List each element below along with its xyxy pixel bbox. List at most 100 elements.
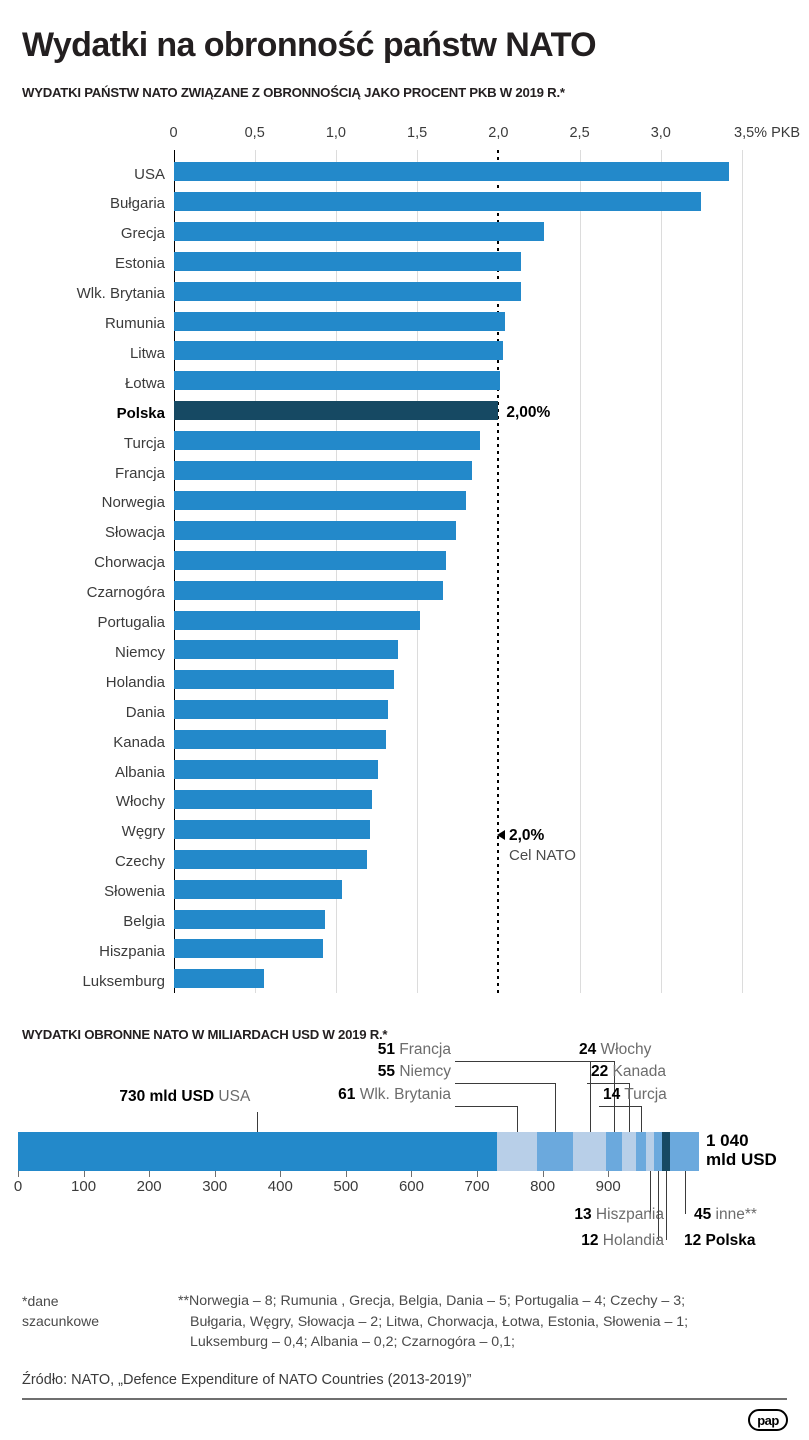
country-label-wlk-brytania: Wlk. Brytania — [76, 285, 165, 303]
callout-name: Niemcy — [395, 1063, 451, 1080]
callout-name: inne** — [711, 1206, 757, 1223]
x-axis-tick-label: 500 — [333, 1178, 359, 1195]
usd-billions-stacked-bar-chart: 0 100 200 300 400 500 600 700 800 900 1 040 mld USD… — [0, 1041, 809, 1290]
callout-value: 14 — [603, 1086, 621, 1103]
callout-w-ochy: 24 Włochy — [579, 1041, 651, 1059]
country-label--otwa: Łotwa — [124, 374, 165, 392]
x-axis-tick-label: 200 — [136, 1178, 162, 1195]
pap-logo: pap — [748, 1409, 788, 1431]
country-label-francja: Francja — [114, 464, 165, 482]
x-axis-tick-label: 0 — [169, 125, 178, 141]
callout-name: USA — [214, 1088, 251, 1105]
callout-usa: 730 mld USD USA — [119, 1088, 250, 1106]
leader-hiszpania — [649, 1171, 651, 1214]
callout-wlk-brytania: 61 Wlk. Brytania — [338, 1086, 451, 1104]
x-axis-tick-label: 1,5 — [407, 125, 428, 141]
callout-name: Wlk. Brytania — [355, 1086, 451, 1103]
callout-name: Turcja — [620, 1086, 667, 1103]
country-label-bu-garia: Bułgaria — [109, 195, 165, 213]
country-label-portugalia: Portugalia — [97, 614, 165, 631]
leader-kanada — [629, 1083, 631, 1132]
callout-name: Kanada — [608, 1063, 666, 1080]
country-label-czarnog-ra: Czarnogóra — [86, 584, 165, 602]
poland-value-label: 2,00% — [506, 404, 551, 422]
bar-estonia — [173, 251, 522, 271]
country-label-hiszpania: Hiszpania — [99, 942, 165, 960]
footnote-other-line2: Bułgaria, Węgry, Słowacja – 2; Litwa, Ch… — [190, 1313, 689, 1330]
callout-name: Holandia — [598, 1232, 664, 1249]
bar-turcja — [173, 431, 481, 451]
country-label-estonia: Estonia — [114, 255, 165, 273]
country-label-niemcy: Niemcy — [114, 643, 165, 661]
country-label-turcja: Turcja — [123, 434, 165, 452]
leader-usa — [257, 1112, 259, 1132]
bar-hiszpania — [173, 939, 323, 959]
leader-h-1 — [455, 1106, 517, 1108]
chart1-subtitle: WYDATKI PAŃSTW NATO ZWIĄZANE Z OBRONNOŚC… — [22, 85, 565, 100]
leader-wlk-brytania — [516, 1106, 518, 1132]
country-label-albania: Albania — [114, 763, 165, 781]
country-label-litwa: Litwa — [129, 344, 165, 362]
leader-francja — [589, 1061, 591, 1132]
nato-target-caption: Cel NATO — [509, 847, 576, 864]
leader-w-ochy — [614, 1061, 616, 1132]
bar-litwa — [173, 341, 504, 361]
country-label-s-owenia: Słowenia — [104, 883, 165, 901]
bar-dania — [173, 700, 388, 720]
footnote-other-line3: Luksemburg – 0,4; Albania – 0,2; Czarnog… — [190, 1334, 515, 1351]
x-axis-tick — [608, 1171, 610, 1177]
callout-value: 22 — [591, 1063, 609, 1080]
country-label-belgia: Belgia — [123, 913, 165, 930]
total-label: 1 040 mld USD — [706, 1131, 777, 1169]
gridline — [335, 150, 337, 993]
bar-luksemburg — [173, 969, 265, 989]
bar--otwa — [173, 371, 500, 391]
x-axis-tick — [149, 1171, 151, 1177]
callout-value: 24 — [579, 1041, 597, 1058]
x-axis-tick — [411, 1171, 413, 1177]
x-axis-tick — [18, 1171, 19, 1177]
bar-niemcy — [173, 640, 398, 660]
callout-name: Włochy — [596, 1041, 652, 1058]
nato-target-reference-line — [497, 150, 500, 993]
gridline — [254, 150, 256, 993]
callout-value: 730 mld USD — [119, 1088, 215, 1105]
x-axis-tick-label: 900 — [595, 1178, 621, 1195]
segment-holandia — [654, 1132, 662, 1171]
country-label-czechy: Czechy — [114, 853, 165, 871]
segment-kanada — [621, 1132, 637, 1171]
x-axis-tick — [542, 1171, 544, 1177]
country-label-s-owacja: Słowacja — [104, 524, 165, 542]
bar-w-ochy — [173, 789, 372, 809]
bar-belgia — [173, 909, 325, 929]
leader-h-4 — [575, 1061, 615, 1063]
segment-francja — [572, 1132, 607, 1171]
callout-value: 61 — [338, 1086, 356, 1103]
x-axis-tick-label: 400 — [267, 1178, 293, 1195]
gridline — [742, 150, 743, 993]
callout-hiszpania: 13 Hiszpania — [574, 1206, 664, 1224]
footnote-estimate: *dane szacunkowe — [22, 1293, 100, 1329]
callout-holandia: 12 Holandia — [581, 1232, 664, 1250]
segment-wlk-brytania — [496, 1132, 537, 1171]
callout-value: 13 — [574, 1206, 592, 1223]
leader-turcja — [640, 1106, 643, 1132]
country-label-grecja: Grecja — [120, 225, 165, 243]
callout-inne-: 45 inne** — [694, 1206, 757, 1224]
leader-polska — [665, 1171, 667, 1240]
gdp-percent-bar-chart: 0 0,5 1,0 1,5 2,0 2,5 3,0 3,5% PKB USA Bułgaria Gr… — [0, 125, 809, 995]
segment-inne- — [669, 1132, 700, 1171]
bar-norwegia — [173, 490, 466, 510]
nato-target-value: 2,0% — [509, 827, 545, 844]
chart2-subtitle: WYDATKI OBRONNE NATO W MILIARDACH USD W … — [22, 1027, 388, 1042]
callout-name: Hiszpania — [591, 1206, 664, 1223]
country-label-dania: Dania — [125, 703, 165, 721]
bar-holandia — [173, 670, 395, 690]
bar-wlk-brytania — [173, 281, 522, 301]
gridline — [660, 150, 662, 993]
page-title: Wydatki na obronność państw NATO — [22, 26, 597, 64]
bar-polska — [173, 401, 499, 421]
bar-portugalia — [173, 610, 421, 630]
callout-value: 45 — [694, 1206, 712, 1223]
total-value: 1 040 — [706, 1131, 749, 1150]
